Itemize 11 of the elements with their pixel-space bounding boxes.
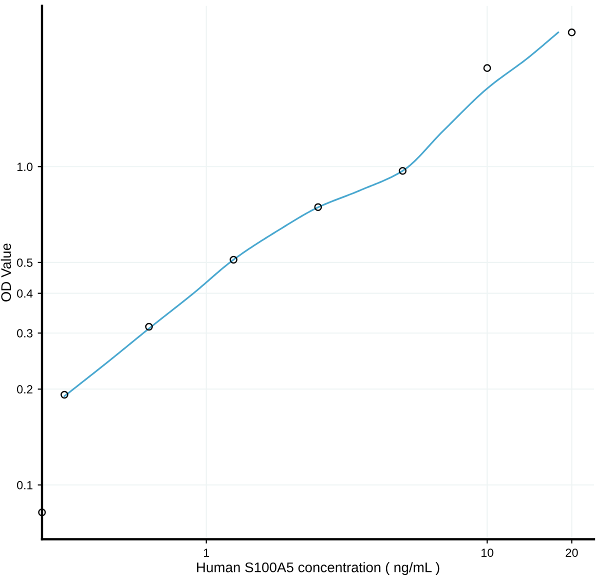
- x-tick-label: 20: [566, 548, 578, 557]
- x-tick-label: 1: [204, 548, 210, 557]
- x-axis-title: Human S100A5 concentration ( ng/mL ): [197, 562, 440, 576]
- y-tick-label: 0.5: [17, 258, 32, 267]
- y-tick-label: 0.2: [17, 385, 32, 394]
- y-tick-label: 0.1: [17, 480, 32, 490]
- y-tick-label: 0.4: [17, 289, 33, 298]
- x-tick-label: 10: [482, 548, 494, 557]
- y-tick-label: 0.3: [17, 329, 32, 338]
- y-axis-title: OD Value: [0, 244, 12, 302]
- y-tick-label: 1.0: [17, 162, 33, 172]
